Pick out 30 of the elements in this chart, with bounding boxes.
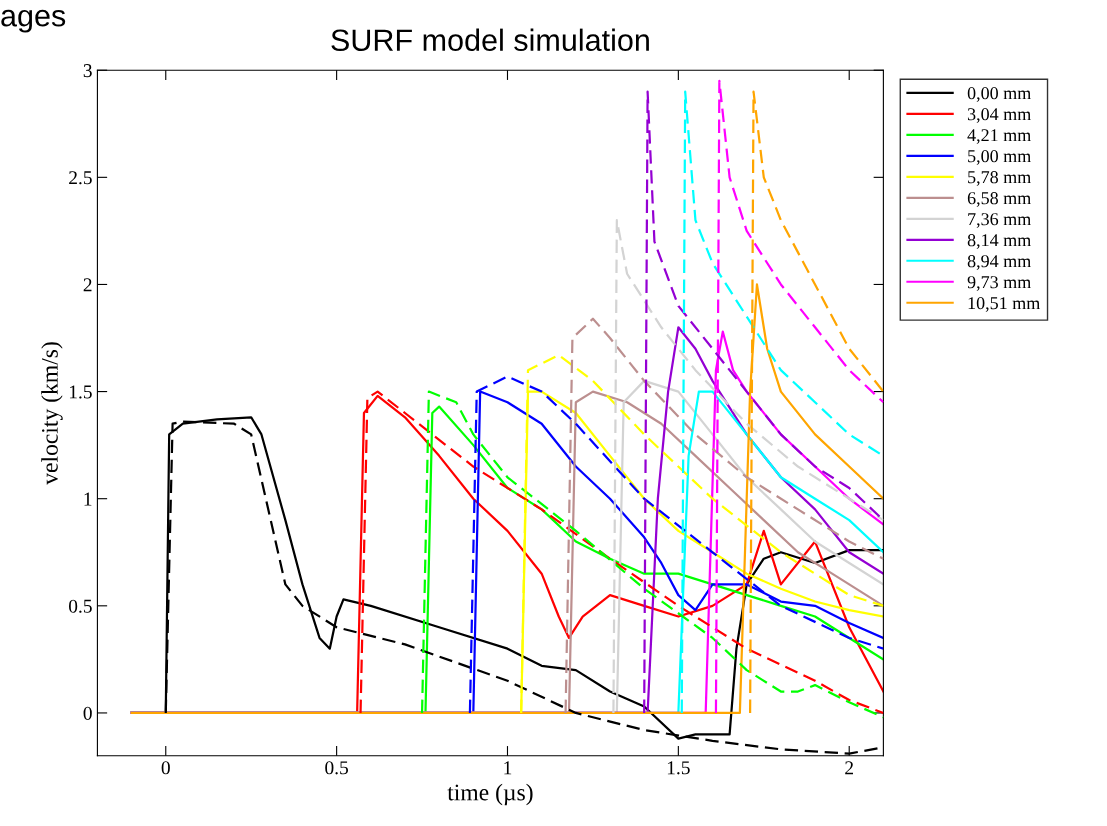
legend-label: 4,21 mm <box>967 129 1031 144</box>
legend-label: 9,73 mm <box>967 276 1031 291</box>
x-tick-label: 1.5 <box>667 761 690 775</box>
y-tick-label: 1 <box>84 492 92 506</box>
line-series <box>520 354 884 715</box>
text: ages <box>1 9 66 33</box>
x-tick-label: 2 <box>845 761 853 775</box>
x-tick-label: 0.5 <box>325 761 349 775</box>
legend-label: 6,58 mm <box>967 192 1031 207</box>
legend-label: 3,04 mm <box>967 108 1031 123</box>
y-tick-label: 0 <box>83 706 92 720</box>
x-tick-label: 1 <box>504 761 512 775</box>
legend-label: 10,51 mm <box>968 297 1041 312</box>
legend-label: 5,00 mm <box>968 150 1031 165</box>
y-tick-label: 3 <box>83 64 92 78</box>
line-series <box>564 317 884 715</box>
legend-label: 8,14 mm <box>967 234 1031 249</box>
x-axis-title: time (µs) <box>447 783 533 806</box>
legend-label: 0,00 mm <box>967 87 1031 102</box>
legend-label: 8,94 mm <box>967 255 1031 270</box>
y-tick-label: 1.5 <box>69 385 92 399</box>
chart-title: SURF model simulation <box>331 28 649 52</box>
legend-label: 5,78 mm <box>968 171 1031 186</box>
y-axis-title: velocity (km/s) <box>41 342 63 485</box>
legend-label: 7,36 mm <box>968 213 1031 228</box>
y-tick-label: 2 <box>83 278 92 292</box>
line-series <box>612 219 884 715</box>
y-tick-label: 2.5 <box>69 171 92 185</box>
x-tick-label: 0 <box>161 761 170 775</box>
y-tick-label: 0.5 <box>68 599 92 613</box>
